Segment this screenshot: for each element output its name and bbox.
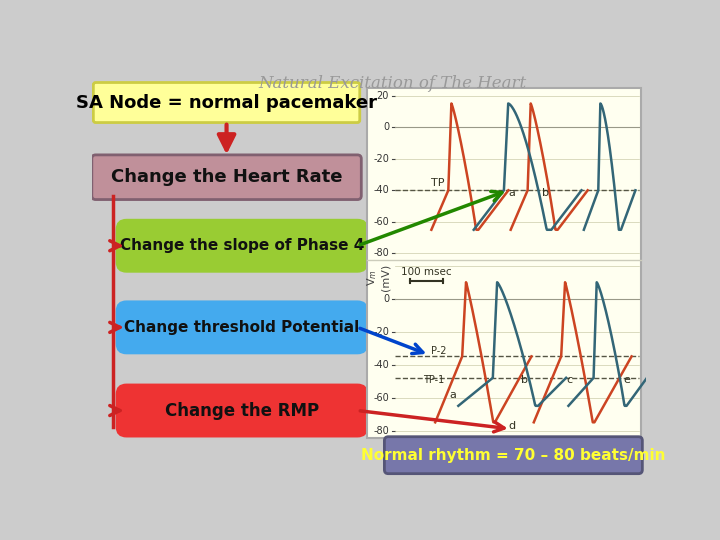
Text: TP: TP xyxy=(431,178,444,188)
FancyBboxPatch shape xyxy=(367,88,641,438)
Text: e: e xyxy=(624,375,631,385)
FancyBboxPatch shape xyxy=(116,383,368,437)
Text: -40: -40 xyxy=(373,360,389,370)
Text: TP-1: TP-1 xyxy=(423,375,444,385)
FancyBboxPatch shape xyxy=(94,83,360,123)
Text: V$_m$
(mV): V$_m$ (mV) xyxy=(365,264,390,291)
Text: d: d xyxy=(508,421,516,431)
Text: Normal rhythm = 70 – 80 beats/min: Normal rhythm = 70 – 80 beats/min xyxy=(361,448,665,463)
Text: -60: -60 xyxy=(373,217,389,227)
Text: Change threshold Potential: Change threshold Potential xyxy=(125,320,359,335)
Text: -20: -20 xyxy=(373,154,389,164)
FancyBboxPatch shape xyxy=(92,155,361,200)
Text: a: a xyxy=(508,188,515,198)
Text: -80: -80 xyxy=(373,248,389,259)
FancyBboxPatch shape xyxy=(116,300,368,354)
Text: 0: 0 xyxy=(383,294,389,303)
Text: -20: -20 xyxy=(373,327,389,336)
Text: c: c xyxy=(566,375,572,385)
Text: P-2: P-2 xyxy=(431,346,447,356)
Text: -60: -60 xyxy=(373,393,389,403)
Text: Change the Heart Rate: Change the Heart Rate xyxy=(111,168,342,186)
Text: b: b xyxy=(521,375,528,385)
Text: SA Node = normal pacemaker: SA Node = normal pacemaker xyxy=(76,93,377,112)
Text: 0: 0 xyxy=(383,122,389,132)
Text: -80: -80 xyxy=(373,426,389,436)
Text: -40: -40 xyxy=(373,185,389,195)
FancyBboxPatch shape xyxy=(384,437,642,474)
Text: Natural Excitation of The Heart: Natural Excitation of The Heart xyxy=(258,75,526,92)
Text: Change the RMP: Change the RMP xyxy=(165,402,319,420)
Text: 100 msec: 100 msec xyxy=(401,267,451,277)
Text: a: a xyxy=(449,389,456,400)
Text: Change the slope of Phase 4: Change the slope of Phase 4 xyxy=(120,238,364,253)
Text: b: b xyxy=(542,188,549,198)
Text: 20: 20 xyxy=(377,91,389,100)
FancyBboxPatch shape xyxy=(116,219,368,273)
